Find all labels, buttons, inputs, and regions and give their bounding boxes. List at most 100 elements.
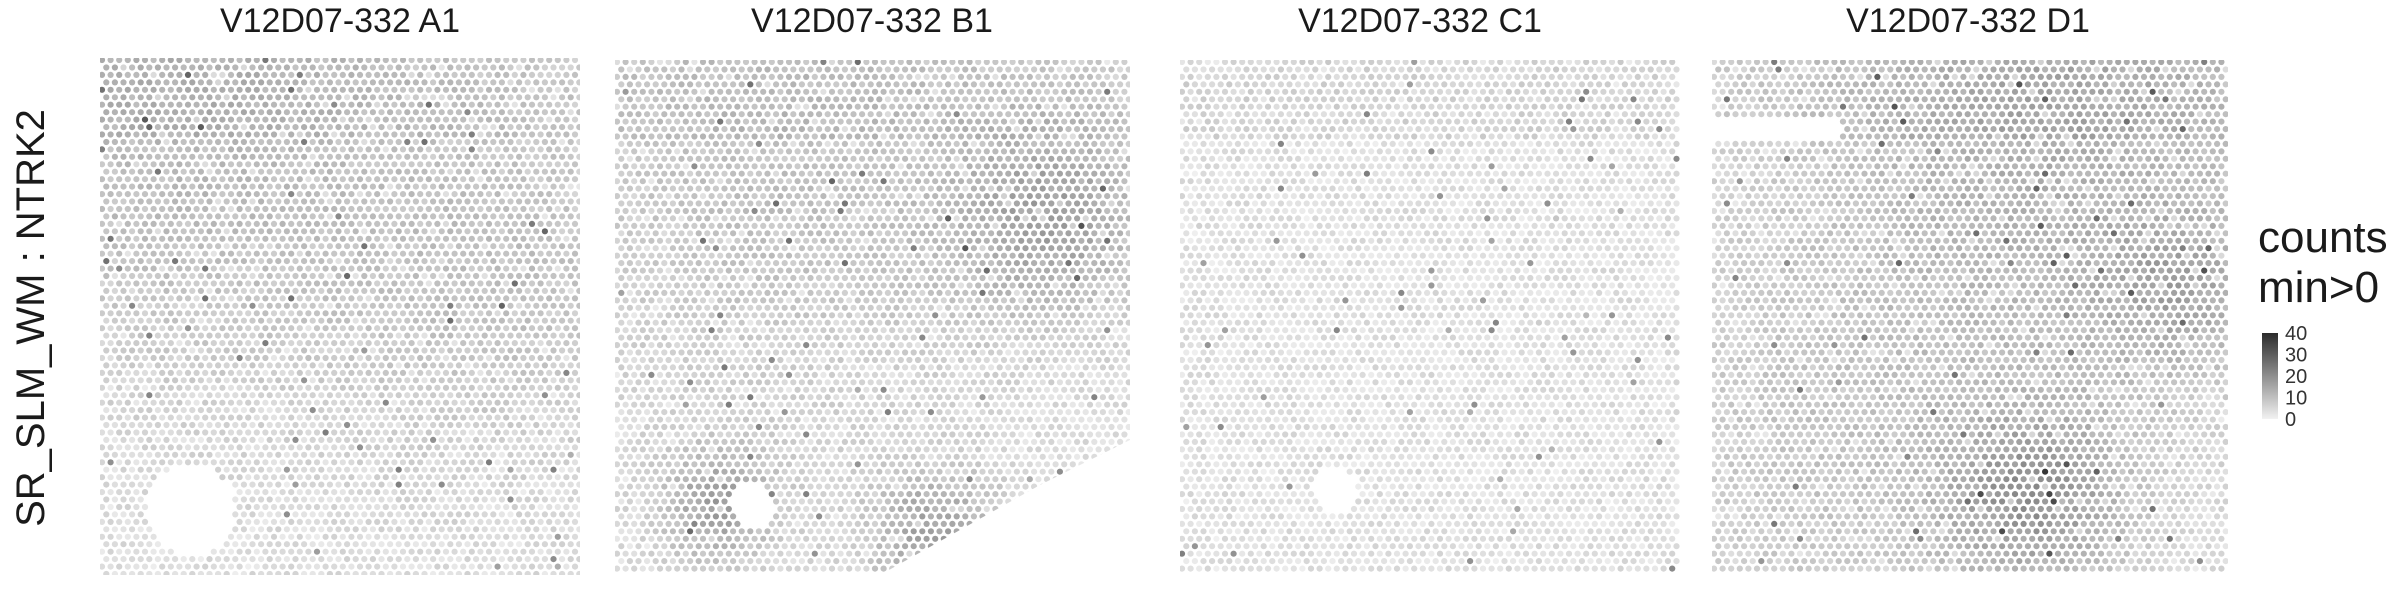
spot (1125, 155, 1130, 162)
spot (292, 362, 299, 369)
spot (412, 347, 419, 354)
spot (292, 347, 299, 354)
spot (322, 265, 329, 272)
spot (490, 109, 497, 116)
spot (434, 176, 441, 183)
spot (202, 250, 209, 257)
spot (116, 325, 123, 332)
spot (936, 170, 943, 177)
spot (382, 71, 389, 78)
spot (356, 444, 364, 451)
spot (232, 124, 239, 131)
spot (270, 354, 278, 362)
spot (219, 459, 226, 466)
spot (635, 66, 642, 73)
spot (807, 140, 814, 147)
spot (1099, 140, 1106, 147)
spot (116, 489, 123, 496)
spot (335, 109, 342, 116)
spot (292, 64, 299, 71)
spot (141, 205, 149, 213)
spot (288, 444, 295, 451)
spot (356, 548, 364, 555)
spot (245, 176, 252, 183)
spot (227, 340, 235, 347)
spot (124, 325, 131, 332)
spot (1104, 88, 1111, 95)
spot (210, 205, 217, 213)
spot (120, 347, 127, 354)
spot (859, 185, 866, 192)
spot (477, 429, 484, 436)
spot (219, 399, 226, 406)
spot (378, 436, 385, 443)
spot (807, 81, 814, 88)
spot (846, 73, 853, 80)
spot (477, 280, 484, 287)
spot (129, 392, 136, 399)
spot (773, 126, 780, 133)
spot (507, 79, 514, 86)
spot (348, 161, 355, 168)
spot (361, 511, 368, 518)
spot (348, 295, 355, 302)
spot (331, 474, 338, 481)
spot (490, 94, 497, 101)
spot (344, 466, 351, 473)
spot (455, 332, 462, 339)
spot (326, 258, 333, 265)
spot (550, 79, 557, 86)
spot (395, 94, 402, 101)
spot (725, 148, 732, 155)
spot (473, 302, 480, 309)
spot (176, 429, 183, 436)
spot (490, 124, 497, 131)
spot (567, 392, 574, 399)
spot (326, 109, 333, 116)
spot (387, 124, 394, 131)
spot (100, 459, 106, 466)
spot (111, 407, 118, 414)
spot (103, 511, 110, 518)
spot (485, 235, 493, 242)
spot (352, 526, 359, 533)
spot (159, 563, 166, 570)
spot (150, 205, 157, 213)
spot (559, 243, 566, 250)
spot (674, 88, 681, 95)
spot (146, 213, 153, 220)
spot (507, 124, 514, 131)
spot (421, 451, 428, 458)
spot (477, 310, 484, 317)
spot (141, 116, 149, 123)
spot (730, 81, 737, 88)
spot (507, 451, 514, 458)
spot (318, 481, 325, 488)
spot (352, 64, 359, 71)
spot (124, 116, 131, 123)
spot (395, 377, 402, 384)
spot (279, 340, 286, 347)
spot (511, 71, 518, 78)
spot (567, 421, 574, 429)
spot (262, 414, 269, 421)
spot (1082, 185, 1089, 192)
spot (884, 185, 892, 192)
spot (550, 377, 557, 384)
spot (172, 258, 179, 265)
spot (270, 116, 278, 123)
spot (576, 407, 580, 414)
spot (404, 302, 411, 309)
spot (210, 384, 217, 391)
spot (180, 124, 187, 131)
spot (189, 317, 196, 324)
spot (369, 317, 376, 324)
spot (120, 377, 127, 384)
spot (412, 94, 419, 101)
spot (1091, 111, 1098, 118)
spot (571, 548, 579, 555)
spot (511, 191, 518, 198)
spot (184, 354, 192, 362)
spot (163, 421, 170, 429)
spot (309, 138, 316, 146)
